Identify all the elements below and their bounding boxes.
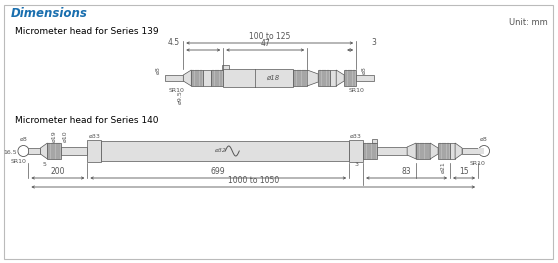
Text: 1000 to 1050: 1000 to 1050	[228, 176, 279, 185]
Bar	[416, 143, 430, 159]
Text: ø32: ø32	[214, 148, 226, 153]
Text: 699: 699	[211, 167, 225, 176]
Text: SR10: SR10	[470, 161, 486, 166]
Bar	[372, 139, 377, 143]
Text: ø19: ø19	[52, 130, 57, 142]
Bar	[47, 143, 61, 159]
Circle shape	[479, 145, 489, 156]
Bar	[438, 143, 450, 159]
Text: 200: 200	[51, 167, 65, 176]
Text: SR10: SR10	[11, 159, 26, 164]
Bar	[222, 65, 229, 70]
Polygon shape	[183, 70, 191, 86]
Bar	[28, 148, 40, 154]
Text: Micrometer head for Series 140: Micrometer head for Series 140	[16, 116, 159, 125]
Bar	[349, 140, 363, 162]
Circle shape	[18, 145, 29, 156]
Bar	[318, 70, 330, 86]
Polygon shape	[40, 143, 47, 159]
Text: ø33: ø33	[88, 134, 100, 139]
Text: 100 to 125: 100 to 125	[249, 32, 290, 41]
Text: ø8: ø8	[362, 66, 367, 74]
Bar	[462, 148, 478, 154]
Bar	[211, 70, 223, 86]
Text: 3: 3	[372, 38, 377, 47]
Bar	[61, 147, 88, 155]
Polygon shape	[407, 143, 416, 159]
Text: ø10: ø10	[63, 130, 68, 142]
Text: 3: 3	[354, 162, 358, 167]
Bar	[377, 147, 407, 155]
Text: ø8: ø8	[156, 66, 161, 74]
Text: 16.5: 16.5	[4, 150, 17, 155]
Bar	[165, 75, 183, 81]
Polygon shape	[336, 70, 344, 86]
Bar	[88, 140, 102, 162]
Text: 5: 5	[42, 162, 46, 167]
Bar	[223, 69, 293, 87]
Text: 4.5: 4.5	[167, 38, 179, 47]
Text: Unit: mm: Unit: mm	[509, 18, 548, 27]
Text: ø18: ø18	[266, 75, 279, 81]
Text: SR10: SR10	[169, 88, 184, 93]
Text: ø8: ø8	[20, 137, 27, 142]
Polygon shape	[455, 143, 462, 159]
Text: Dimensions: Dimensions	[11, 7, 87, 20]
Bar	[191, 70, 203, 86]
Bar	[363, 143, 377, 159]
Bar	[330, 70, 336, 86]
Text: ø21: ø21	[441, 161, 446, 173]
Text: ø33: ø33	[350, 134, 362, 139]
Text: 47: 47	[261, 39, 270, 48]
Text: SR10: SR10	[348, 88, 364, 93]
Bar	[203, 70, 211, 86]
Bar	[356, 75, 374, 81]
Text: ø8: ø8	[480, 137, 488, 142]
Text: 15: 15	[459, 167, 469, 176]
Text: 83: 83	[402, 167, 411, 176]
Polygon shape	[307, 70, 318, 86]
Text: ø9.5: ø9.5	[178, 90, 183, 104]
Bar	[450, 143, 455, 159]
Polygon shape	[430, 143, 438, 159]
Bar	[102, 141, 349, 161]
Bar	[293, 70, 307, 86]
Bar	[344, 70, 356, 86]
Bar	[478, 148, 484, 154]
Text: Micrometer head for Series 139: Micrometer head for Series 139	[16, 27, 159, 36]
